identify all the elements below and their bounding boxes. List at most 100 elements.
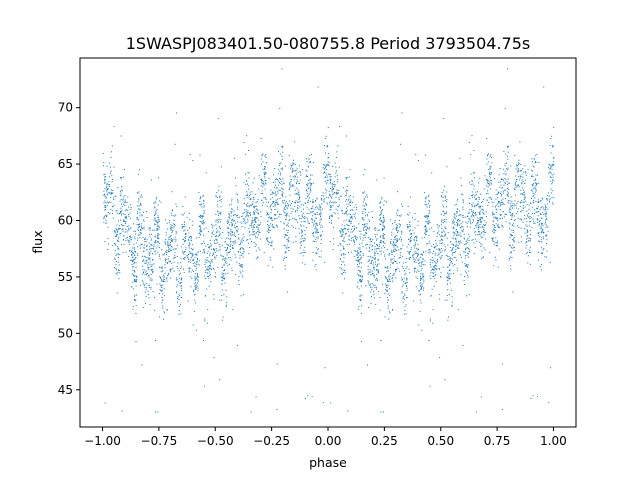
- data-point: [463, 233, 465, 235]
- data-point: [104, 180, 106, 182]
- data-point: [486, 138, 488, 139]
- data-point: [136, 218, 138, 220]
- data-point: [144, 256, 146, 258]
- data-point: [402, 284, 404, 286]
- data-point: [461, 185, 462, 187]
- data-point: [371, 249, 373, 251]
- data-point: [189, 252, 191, 254]
- data-point: [486, 158, 488, 160]
- data-point: [116, 235, 117, 237]
- data-point: [498, 206, 500, 208]
- data-point: [498, 174, 500, 176]
- data-point: [487, 169, 489, 171]
- data-point: [439, 357, 441, 359]
- data-point: [367, 280, 369, 282]
- data-point: [462, 206, 464, 208]
- data-point: [415, 235, 417, 237]
- data-point: [425, 220, 427, 222]
- data-point: [292, 185, 294, 187]
- data-point: [234, 234, 236, 236]
- data-point: [121, 206, 123, 208]
- data-point: [370, 237, 372, 239]
- data-point: [399, 252, 401, 254]
- data-point: [478, 198, 480, 200]
- data-point: [392, 243, 394, 245]
- data-point: [432, 259, 434, 261]
- data-point: [382, 221, 384, 223]
- data-point: [455, 241, 457, 243]
- data-point: [116, 230, 118, 232]
- data-point: [385, 285, 387, 287]
- data-point: [166, 278, 167, 280]
- data-point: [369, 238, 371, 240]
- data-point: [260, 216, 262, 218]
- data-point: [242, 233, 244, 235]
- data-point: [497, 223, 499, 225]
- data-point: [447, 255, 448, 257]
- data-point: [455, 230, 457, 232]
- data-point: [400, 225, 401, 227]
- data-point: [242, 253, 244, 255]
- data-point: [481, 258, 483, 260]
- data-point: [212, 230, 214, 232]
- data-point: [188, 247, 190, 249]
- data-point: [199, 200, 201, 202]
- data-point: [483, 234, 485, 236]
- data-point: [204, 252, 206, 254]
- data-point: [528, 225, 530, 227]
- data-point: [154, 240, 156, 242]
- data-point: [451, 237, 453, 239]
- data-point: [318, 209, 320, 211]
- data-point: [312, 215, 314, 217]
- data-point: [478, 211, 480, 213]
- data-point: [284, 252, 286, 254]
- data-point: [362, 192, 364, 194]
- data-point: [154, 214, 155, 216]
- data-point: [414, 243, 416, 245]
- data-point: [538, 225, 540, 227]
- data-point: [123, 235, 125, 237]
- data-point: [245, 209, 247, 211]
- data-point: [274, 214, 276, 215]
- data-point: [342, 246, 344, 247]
- data-point: [115, 231, 117, 233]
- data-point: [258, 224, 260, 226]
- y-tick-label: 70: [58, 101, 73, 115]
- data-point: [115, 267, 117, 269]
- data-point: [327, 146, 329, 147]
- data-point: [159, 289, 161, 291]
- data-point: [413, 239, 415, 241]
- data-point: [463, 228, 464, 230]
- data-point: [281, 191, 283, 193]
- data-point: [133, 230, 135, 232]
- data-point: [321, 199, 323, 201]
- data-point: [260, 222, 262, 224]
- data-point: [465, 242, 467, 244]
- data-point: [417, 224, 419, 226]
- data-point: [107, 202, 109, 204]
- data-point: [220, 211, 222, 213]
- data-point: [285, 235, 287, 237]
- data-point: [532, 193, 534, 195]
- data-point: [510, 209, 512, 211]
- data-point: [450, 250, 452, 252]
- data-point: [284, 207, 286, 209]
- data-point: [391, 249, 393, 251]
- data-point: [348, 235, 350, 237]
- data-point: [508, 189, 510, 190]
- data-point: [220, 201, 222, 203]
- data-point: [410, 240, 412, 242]
- data-point: [343, 248, 345, 250]
- data-point: [382, 237, 384, 239]
- data-point: [523, 191, 525, 193]
- data-point: [221, 319, 223, 321]
- data-point: [218, 250, 220, 252]
- data-point: [419, 299, 421, 301]
- data-point: [238, 263, 240, 265]
- data-point: [243, 218, 245, 220]
- data-point: [169, 270, 171, 272]
- data-point: [509, 256, 511, 258]
- data-point: [335, 172, 337, 174]
- chart-title: 1SWASPJ083401.50-080755.8 Period 3793504…: [126, 34, 531, 53]
- data-point: [475, 211, 476, 213]
